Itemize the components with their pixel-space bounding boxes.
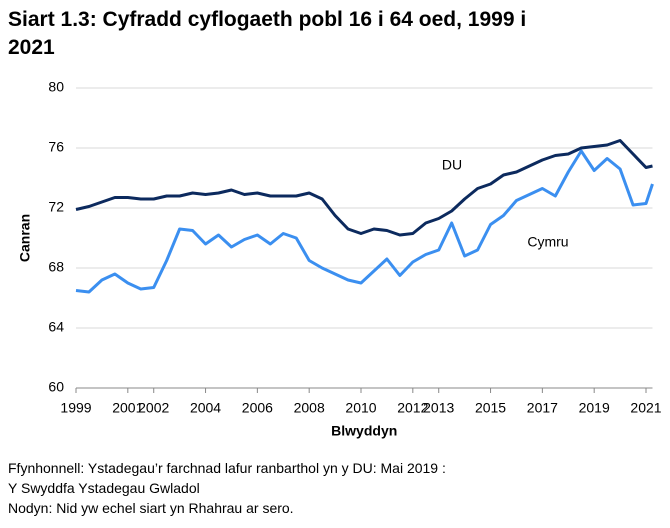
x-tick-label: 2019: [579, 400, 610, 416]
chart-title: Siart 1.3: Cyfradd cyflogaeth pobl 16 i …: [8, 8, 527, 59]
x-axis-label: Blwyddyn: [331, 423, 397, 439]
y-tick-label: 72: [48, 199, 64, 215]
y-tick-label: 76: [48, 139, 64, 155]
x-tick-label: 2013: [423, 400, 454, 416]
x-tick-label: 2001: [112, 400, 143, 416]
series-line: [75, 149, 654, 294]
y-tick-label: 64: [48, 319, 64, 335]
source: Ffynhonnell: Ystadegau’r farchnad lafur …: [8, 460, 446, 496]
x-tick-label: 2004: [190, 400, 221, 416]
x-tick-label: 2010: [345, 400, 376, 416]
x-tick-label: 2012: [397, 400, 428, 416]
y-axis-label: Canran: [17, 214, 33, 262]
series-line: [75, 139, 653, 237]
x-tick-label: 1999: [60, 400, 91, 416]
note: Nodyn: Nid yw echel siart yn Rhahrau ar …: [8, 500, 294, 516]
y-tick-label: 80: [48, 79, 64, 95]
notes: Ffynhonnell: Ystadegau’r farchnad lafur …: [8, 458, 448, 518]
y-tick-label: 60: [48, 379, 64, 395]
y-tick-label: 68: [48, 259, 64, 275]
series-label: DU: [442, 157, 462, 173]
x-tick-label: 2002: [138, 400, 169, 416]
x-tick-label: 2021: [630, 400, 661, 416]
x-tick-label: 2008: [294, 400, 325, 416]
x-tick-label: 2017: [527, 400, 558, 416]
x-tick-label: 2006: [242, 400, 273, 416]
series-label: Cymru: [527, 234, 568, 250]
x-tick-label: 2015: [475, 400, 506, 416]
